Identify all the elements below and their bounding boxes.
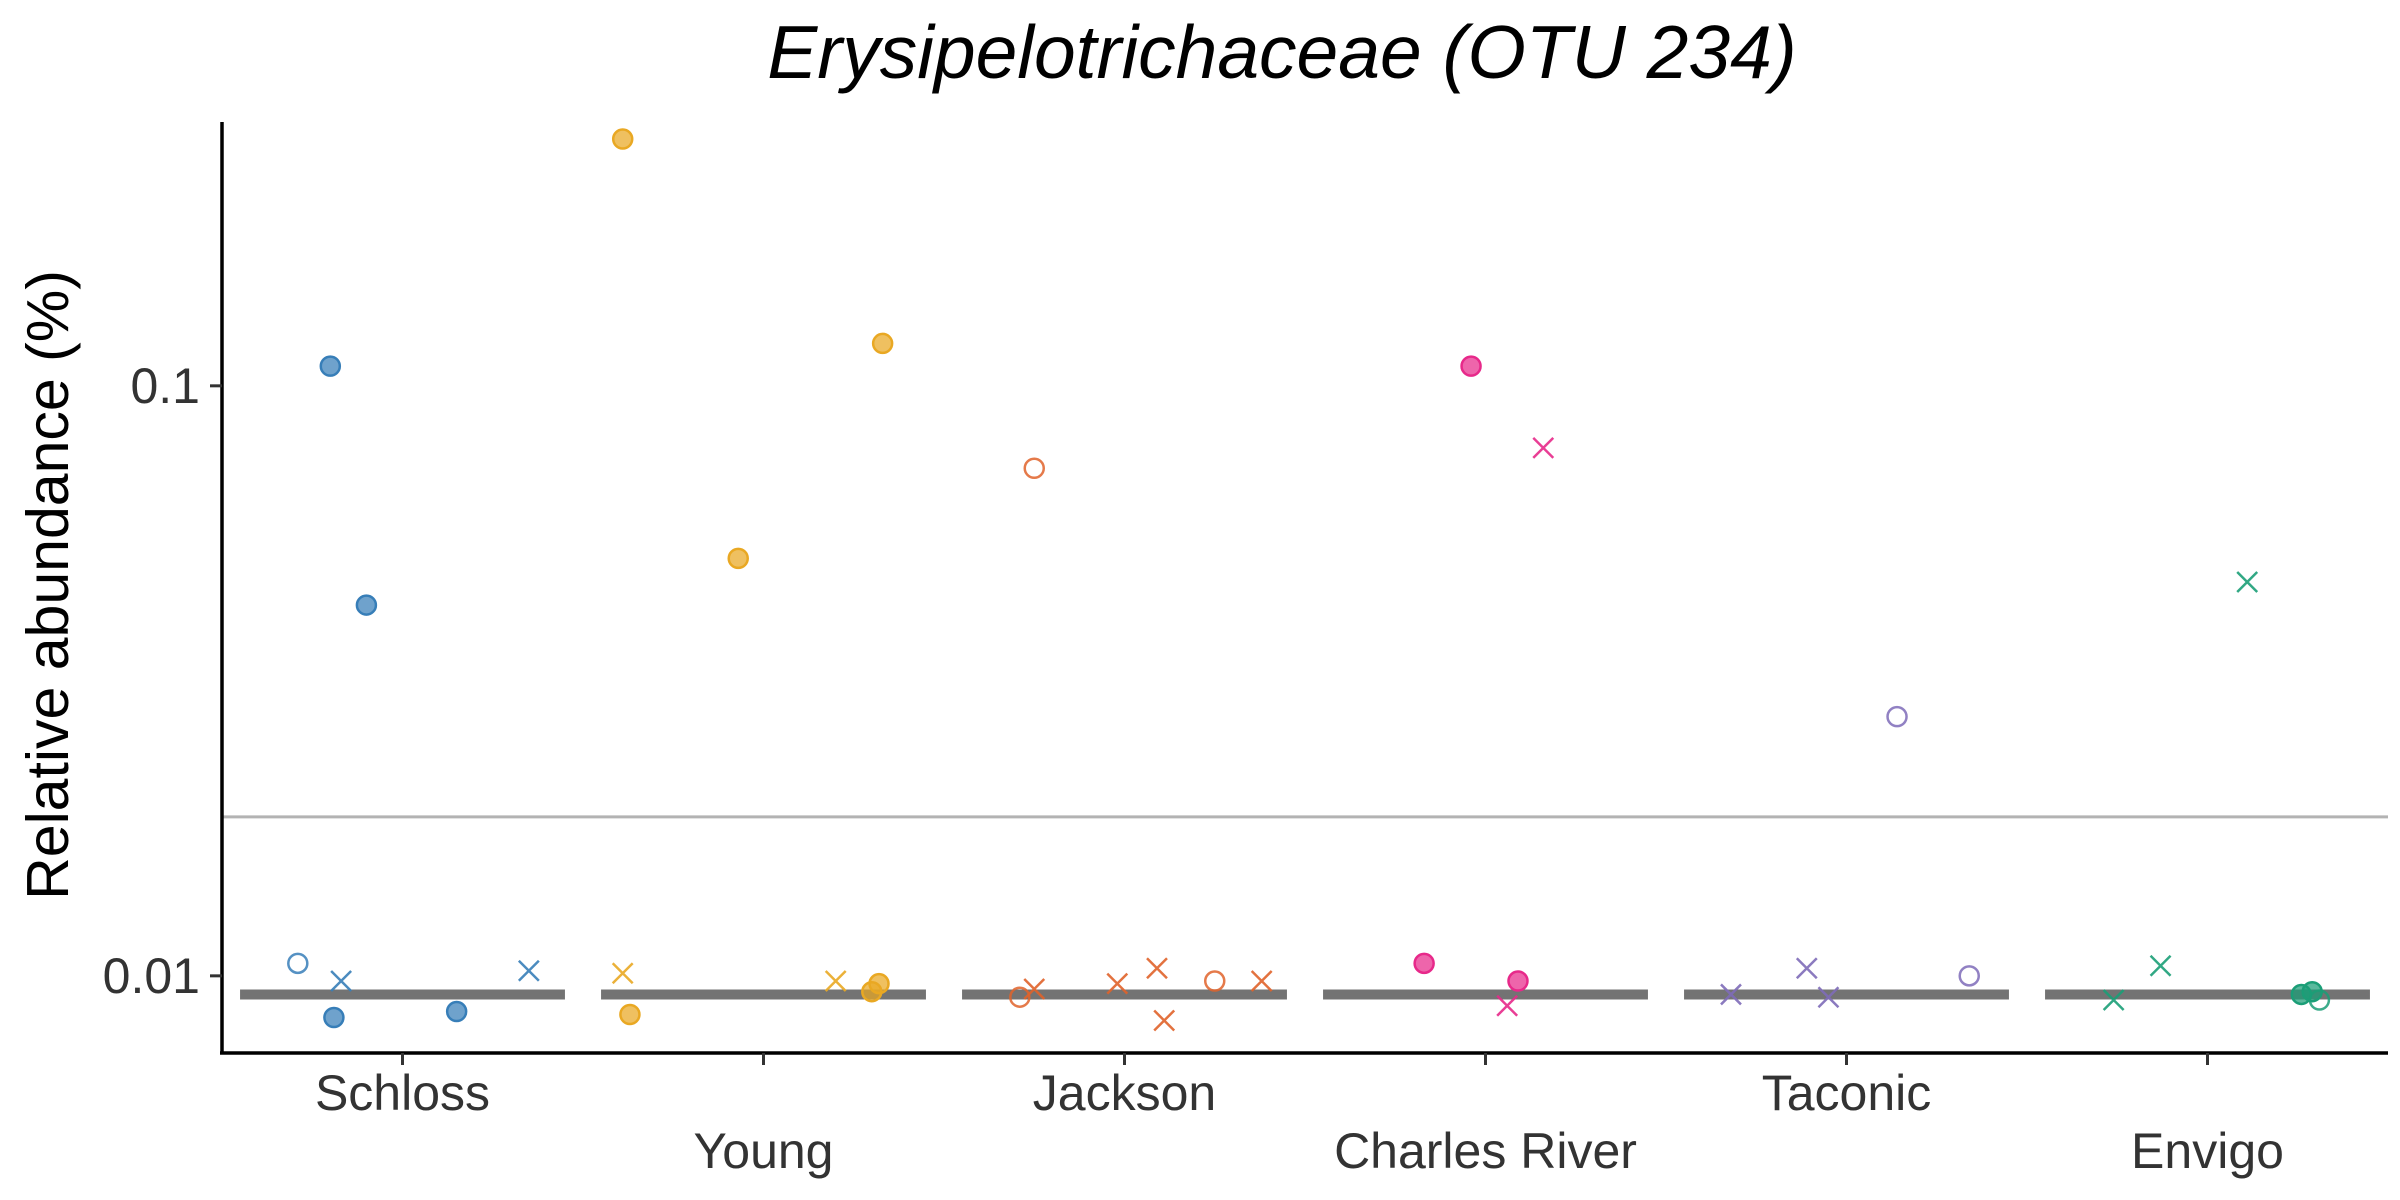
data-point bbox=[611, 962, 634, 985]
x-tick-label: Charles River bbox=[1334, 1123, 1637, 1179]
data-point bbox=[1795, 957, 1818, 980]
y-tick-label: 0.01 bbox=[103, 948, 200, 1004]
axes: 0.1 0.01 Schloss Young Jackson Charles River T… bbox=[103, 122, 2388, 1179]
data-point bbox=[287, 952, 309, 975]
data-point bbox=[2236, 571, 2259, 593]
data-point bbox=[871, 332, 894, 355]
data-point bbox=[727, 547, 749, 570]
y-axis-label: Relative abundance (%) bbox=[15, 270, 81, 900]
data-point bbox=[1023, 978, 1046, 1000]
data-point bbox=[1204, 970, 1226, 992]
x-tick-label: Envigo bbox=[2131, 1123, 2284, 1179]
data-point bbox=[1886, 705, 1908, 728]
data-point bbox=[2149, 954, 2172, 977]
x-tick-label: Taconic bbox=[1762, 1065, 1932, 1121]
data-point bbox=[619, 1003, 641, 1026]
data-point bbox=[445, 1000, 468, 1023]
data-points bbox=[287, 128, 2331, 1032]
data-point bbox=[1009, 986, 1031, 1008]
data-point bbox=[1958, 965, 1980, 987]
data-point bbox=[517, 959, 540, 982]
data-point bbox=[1460, 355, 1482, 377]
data-point bbox=[1106, 972, 1129, 995]
data-point bbox=[861, 980, 883, 1003]
data-point bbox=[2308, 989, 2331, 1011]
data-point bbox=[1413, 952, 1435, 975]
chart-title: Erysipelotrichaceae (OTU 234) bbox=[767, 10, 1797, 94]
data-point bbox=[1532, 436, 1555, 459]
data-point bbox=[1817, 986, 1840, 1009]
data-point bbox=[1153, 1009, 1176, 1032]
data-point bbox=[1720, 983, 1742, 1006]
data-point bbox=[1146, 957, 1168, 980]
data-point bbox=[323, 1006, 345, 1029]
data-point bbox=[1496, 994, 1519, 1017]
x-tick-label: Jackson bbox=[1033, 1065, 1216, 1121]
data-point bbox=[611, 128, 634, 150]
data-point bbox=[1023, 457, 1045, 479]
data-point bbox=[2102, 989, 2125, 1011]
data-point bbox=[319, 355, 342, 377]
data-point bbox=[355, 594, 378, 616]
data-point bbox=[824, 970, 847, 992]
data-point bbox=[1250, 970, 1273, 992]
data-point bbox=[1507, 970, 1529, 992]
data-point bbox=[330, 970, 353, 992]
y-tick-label: 0.1 bbox=[130, 358, 200, 414]
x-tick-label: Young bbox=[694, 1123, 834, 1179]
x-tick-label: Schloss bbox=[315, 1065, 490, 1121]
